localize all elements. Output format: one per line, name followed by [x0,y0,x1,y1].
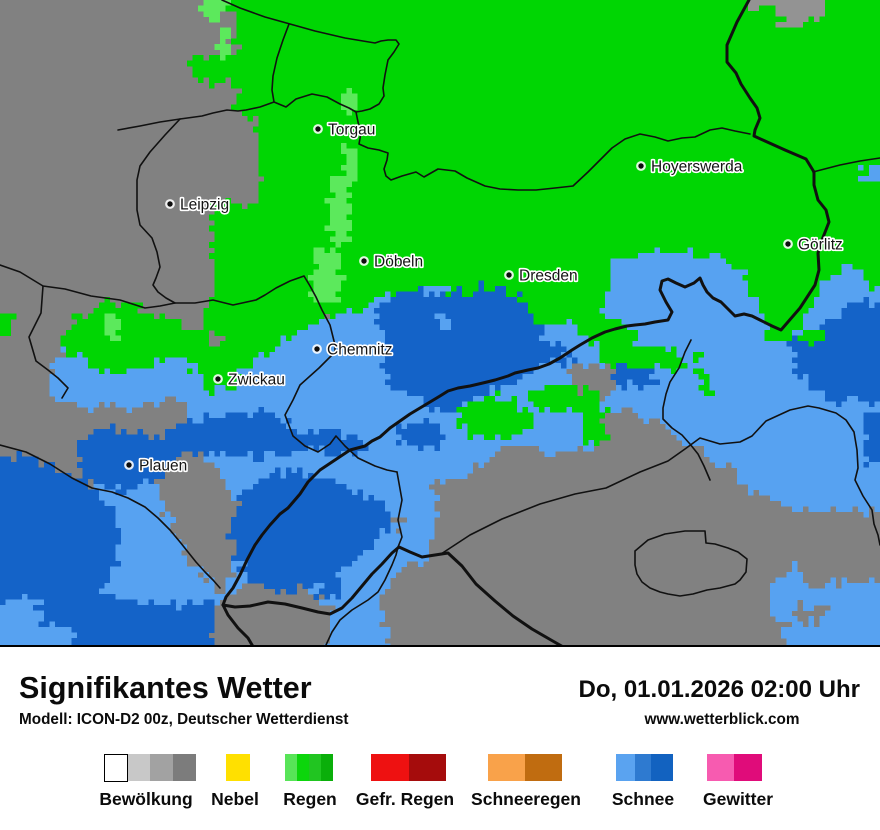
svg-text:Plauen: Plauen [139,458,187,475]
svg-text:Torgau: Torgau [328,122,375,139]
svg-text:Chemnitz: Chemnitz [327,342,392,359]
svg-text:Hoyerswerda: Hoyerswerda [651,159,743,176]
svg-text:Zwickau: Zwickau [228,372,285,389]
svg-text:Leipzig: Leipzig [180,197,229,214]
svg-text:Görlitz: Görlitz [798,237,843,254]
svg-text:Dresden: Dresden [519,268,578,285]
svg-text:Döbeln: Döbeln [374,254,423,271]
